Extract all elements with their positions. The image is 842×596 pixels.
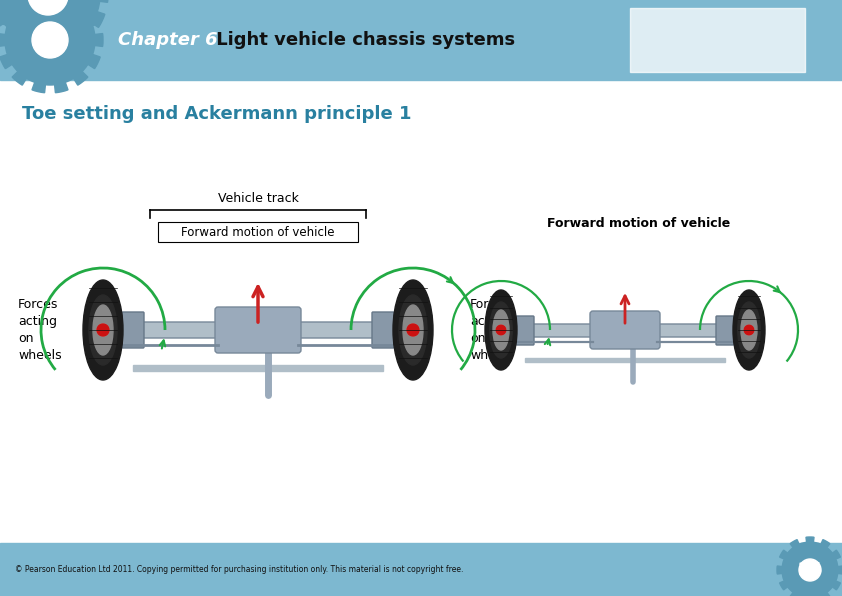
Wedge shape xyxy=(780,550,810,570)
Wedge shape xyxy=(0,33,50,46)
Wedge shape xyxy=(810,570,830,596)
Wedge shape xyxy=(48,0,108,2)
Text: Chapter 6: Chapter 6 xyxy=(118,31,217,49)
Circle shape xyxy=(5,0,95,85)
Wedge shape xyxy=(12,0,50,40)
FancyBboxPatch shape xyxy=(122,322,394,338)
Circle shape xyxy=(0,0,100,47)
Bar xyxy=(133,365,383,371)
Bar xyxy=(0,0,842,80)
Circle shape xyxy=(744,325,754,335)
Wedge shape xyxy=(806,537,814,570)
Wedge shape xyxy=(790,570,810,596)
Wedge shape xyxy=(790,539,810,570)
Circle shape xyxy=(32,22,68,58)
Wedge shape xyxy=(32,40,50,93)
Wedge shape xyxy=(48,0,68,55)
Wedge shape xyxy=(777,566,810,574)
Ellipse shape xyxy=(490,302,512,358)
Wedge shape xyxy=(810,570,840,590)
Bar xyxy=(525,358,725,362)
FancyBboxPatch shape xyxy=(590,311,660,349)
Bar xyxy=(158,222,358,242)
Circle shape xyxy=(496,325,506,335)
Wedge shape xyxy=(806,570,814,596)
Text: 24: 24 xyxy=(797,561,823,579)
Circle shape xyxy=(782,542,838,596)
FancyBboxPatch shape xyxy=(516,316,534,345)
Wedge shape xyxy=(50,0,88,40)
Wedge shape xyxy=(810,539,830,570)
Circle shape xyxy=(97,324,109,336)
Wedge shape xyxy=(50,0,68,40)
Ellipse shape xyxy=(89,295,117,365)
Ellipse shape xyxy=(485,290,517,370)
Wedge shape xyxy=(50,40,88,85)
Ellipse shape xyxy=(733,290,765,370)
Circle shape xyxy=(97,324,109,336)
Wedge shape xyxy=(28,0,48,55)
Circle shape xyxy=(407,324,419,336)
Wedge shape xyxy=(48,0,91,46)
Wedge shape xyxy=(810,550,840,570)
Ellipse shape xyxy=(93,305,113,355)
Text: Vehicle track: Vehicle track xyxy=(217,192,298,205)
Ellipse shape xyxy=(738,302,760,358)
Circle shape xyxy=(28,0,68,15)
Bar xyxy=(0,543,842,596)
Circle shape xyxy=(799,559,821,581)
Wedge shape xyxy=(48,0,104,27)
Ellipse shape xyxy=(399,295,427,365)
Ellipse shape xyxy=(403,305,423,355)
Wedge shape xyxy=(50,33,103,46)
Wedge shape xyxy=(810,566,842,574)
Circle shape xyxy=(744,325,754,335)
Wedge shape xyxy=(50,11,100,40)
Wedge shape xyxy=(0,11,50,40)
Ellipse shape xyxy=(741,310,757,350)
Text: © Pearson Education Ltd 2011. Copying permitted for purchasing institution only.: © Pearson Education Ltd 2011. Copying pe… xyxy=(15,565,463,574)
Text: Toe setting and Ackermann principle 1: Toe setting and Ackermann principle 1 xyxy=(22,105,412,123)
Text: Light vehicle chassis systems: Light vehicle chassis systems xyxy=(210,31,515,49)
Text: Forward motion of vehicle: Forward motion of vehicle xyxy=(546,217,730,230)
Text: Forces
acting
on
wheels: Forces acting on wheels xyxy=(18,298,61,362)
Ellipse shape xyxy=(83,280,123,380)
Bar xyxy=(630,8,805,72)
FancyBboxPatch shape xyxy=(122,312,144,348)
FancyBboxPatch shape xyxy=(516,324,734,337)
Wedge shape xyxy=(5,0,48,46)
Wedge shape xyxy=(0,0,48,27)
Circle shape xyxy=(496,325,506,335)
Wedge shape xyxy=(0,0,48,2)
FancyBboxPatch shape xyxy=(716,316,734,345)
Text: Forces
acting
on
wheels: Forces acting on wheels xyxy=(470,298,514,362)
Ellipse shape xyxy=(493,310,509,350)
Wedge shape xyxy=(12,40,50,85)
Wedge shape xyxy=(32,0,50,40)
FancyBboxPatch shape xyxy=(372,312,394,348)
Wedge shape xyxy=(50,40,68,93)
Wedge shape xyxy=(0,40,50,69)
FancyBboxPatch shape xyxy=(215,307,301,353)
Text: Forward motion of vehicle: Forward motion of vehicle xyxy=(181,225,335,238)
Wedge shape xyxy=(780,570,810,590)
Wedge shape xyxy=(50,40,100,69)
Ellipse shape xyxy=(393,280,433,380)
Circle shape xyxy=(407,324,419,336)
